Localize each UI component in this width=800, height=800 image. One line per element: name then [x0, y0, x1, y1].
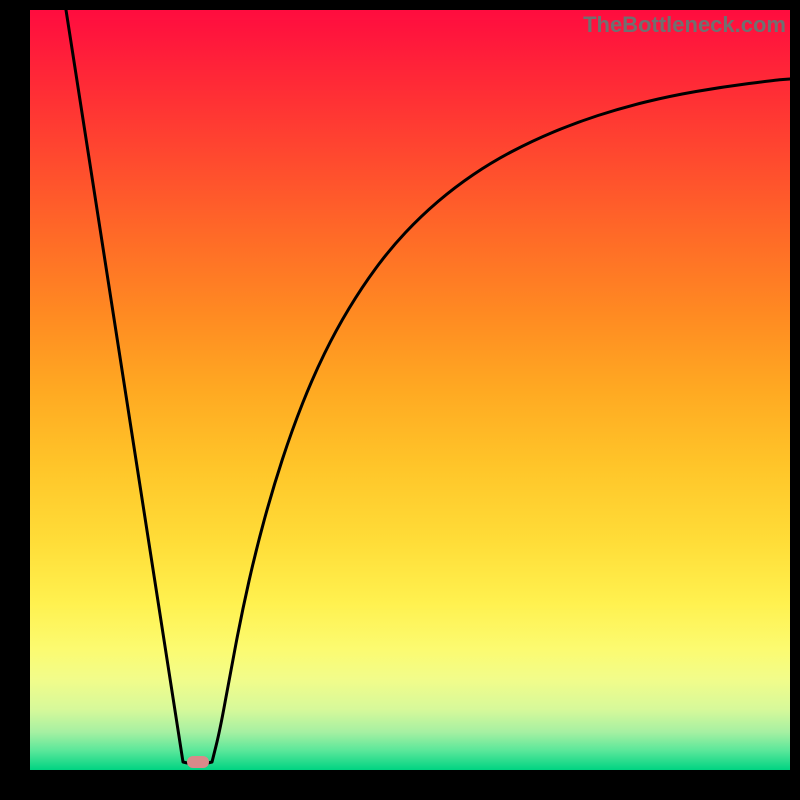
plot-area — [30, 10, 790, 770]
watermark-text: TheBottleneck.com — [583, 12, 786, 38]
bottleneck-curve — [30, 10, 790, 770]
bottleneck-chart: TheBottleneck.com — [0, 0, 800, 800]
minimum-marker — [187, 756, 209, 768]
